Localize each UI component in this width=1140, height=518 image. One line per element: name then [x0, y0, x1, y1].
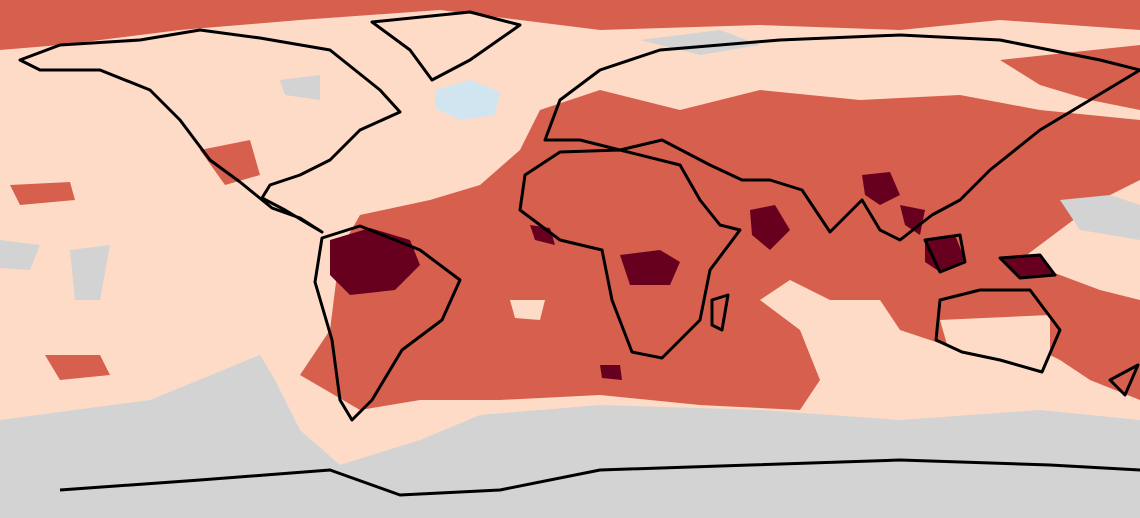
coastline — [1108, 363, 1140, 397]
no-data-region — [1060, 195, 1140, 240]
anomaly-region — [200, 140, 260, 185]
strong-anomaly — [1000, 255, 1055, 278]
neutral-region — [940, 315, 1050, 355]
strong-anomaly — [600, 365, 622, 380]
strong-anomaly — [620, 250, 680, 285]
neutral-region — [510, 300, 545, 320]
anomaly-region — [10, 182, 75, 205]
strong-anomaly — [862, 172, 900, 205]
no-data-region — [0, 240, 40, 270]
coastline — [998, 253, 1057, 280]
coastline — [934, 288, 1062, 374]
coastline — [370, 10, 522, 82]
strong-anomaly — [900, 205, 925, 235]
coastline — [518, 148, 742, 360]
coastline — [18, 28, 402, 234]
no-data-region — [640, 30, 760, 55]
no-data-region — [280, 75, 320, 100]
coastline — [543, 33, 1140, 242]
strong-anomaly — [330, 228, 420, 295]
coastline — [710, 293, 730, 332]
anomaly-region — [45, 355, 110, 380]
coastline — [923, 233, 967, 274]
no-data-region — [0, 355, 1140, 518]
no-data-region — [70, 245, 110, 300]
coastlines — [18, 10, 1140, 497]
strong-anomaly — [750, 205, 790, 250]
anomaly-region — [0, 0, 1140, 50]
negative-anomaly — [435, 80, 500, 120]
coastline — [59, 458, 1140, 497]
anomaly-region — [300, 90, 1140, 410]
coastline — [313, 224, 462, 422]
neutral-region — [820, 360, 1000, 410]
